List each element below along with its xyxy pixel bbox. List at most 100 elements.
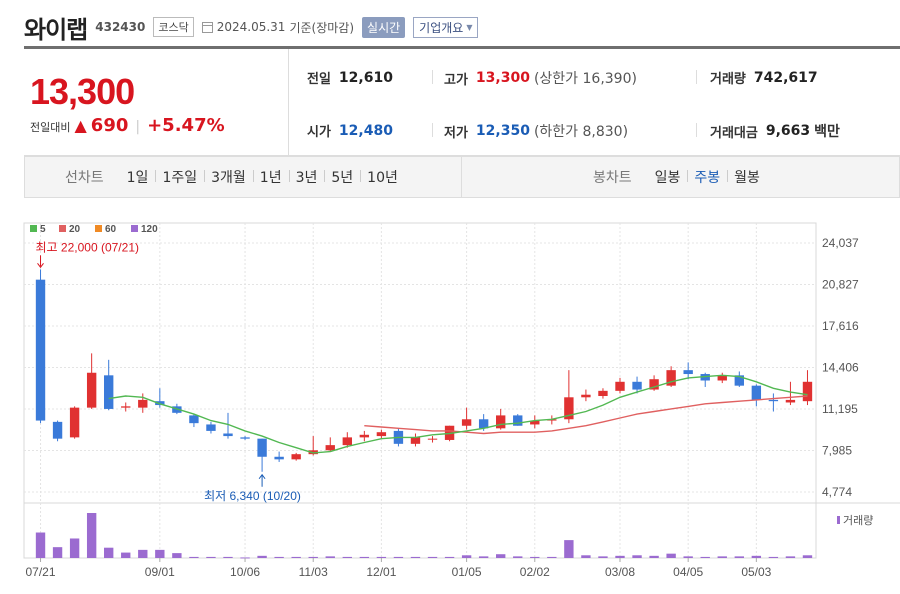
candle-body xyxy=(717,375,727,381)
y-tick-label: 7,985 xyxy=(822,443,852,457)
volume-bar xyxy=(121,552,131,558)
candlestick-chart: 5 20 60 120 최고 22,000 (07/21) 최저 6,340 (10/2… xyxy=(23,222,900,579)
candle-body xyxy=(206,424,216,431)
y-tick-label: 4,774 xyxy=(822,485,852,499)
volume-bar xyxy=(700,556,710,558)
candle-body xyxy=(138,399,148,408)
company-info-dropdown[interactable]: 기업개요 ▼ xyxy=(413,16,479,38)
candle-body xyxy=(734,375,744,386)
volume-bar xyxy=(155,549,165,558)
period-tab[interactable]: 1주일 xyxy=(155,167,204,187)
divider xyxy=(432,123,433,137)
volume-bar xyxy=(172,553,182,558)
volume-bar xyxy=(649,555,659,558)
current-price: 13,300 xyxy=(30,71,135,112)
trade-value: 거래대금 9,663 백만 xyxy=(710,121,840,141)
line-chart-label: 선차트 xyxy=(65,170,104,186)
trade-value-label: 거래대금 xyxy=(710,125,758,141)
candle-body xyxy=(189,415,199,424)
x-tick-label: 10/06 xyxy=(230,565,260,579)
volume-bar xyxy=(240,557,250,559)
low-arrowhead xyxy=(258,473,266,480)
volume-bar xyxy=(274,556,284,558)
high-arrowhead xyxy=(37,263,44,269)
chart-annotations: 최고 22,000 (07/21) 최저 6,340 (10/20) xyxy=(36,240,301,502)
day-low: 저가 12,350 (하한가 8,830) xyxy=(444,121,628,141)
legend-label: 60 xyxy=(105,224,117,235)
candle-tab-daily[interactable]: 일봉 xyxy=(654,170,681,186)
chevron-down-icon: ▼ xyxy=(466,22,473,32)
volume-bar xyxy=(615,555,625,558)
period-tab[interactable]: 1일 xyxy=(126,170,149,186)
company-name: 와이랩 xyxy=(24,15,88,44)
trade-value-unit: 백만 xyxy=(814,124,840,140)
legend-label: 20 xyxy=(69,224,81,235)
open-price: 시가 12,480 xyxy=(307,121,393,141)
x-tick-label: 04/05 xyxy=(673,565,703,579)
x-tick-label: 02/02 xyxy=(520,565,550,579)
volume-bar xyxy=(393,556,404,558)
candle-body xyxy=(121,406,131,408)
quote-summary: 13,300 전일대비 ▲ 690 | +5.47% 전일 12,610 고가 … xyxy=(24,49,900,156)
candle-tab-weekly[interactable]: 주봉 xyxy=(687,167,727,187)
volume-bar xyxy=(257,555,267,558)
candle-body xyxy=(461,419,472,426)
candle-body xyxy=(240,437,250,439)
candle-body xyxy=(410,437,421,444)
volume-bar xyxy=(52,547,63,558)
y-tick-label: 11,195 xyxy=(822,402,858,416)
x-tick-label: 03/08 xyxy=(605,565,635,579)
volume-bar xyxy=(189,556,199,558)
open-label: 시가 xyxy=(307,125,331,140)
header-divider xyxy=(24,46,900,49)
candle-body xyxy=(598,390,608,397)
date-suffix: 기준(장마감) xyxy=(289,20,355,35)
volume-label: 거래량 xyxy=(843,514,873,527)
volume: 거래량 742,617 xyxy=(710,68,818,88)
volume-bar xyxy=(325,556,335,558)
stock-code: 432430 xyxy=(95,20,146,34)
period-tab[interactable]: 3년 xyxy=(288,167,325,187)
x-tick-label: 01/05 xyxy=(452,565,482,579)
high-label: 고가 xyxy=(444,72,468,88)
period-tab[interactable]: 3개월 xyxy=(204,167,253,187)
period-tab[interactable]: 5년 xyxy=(324,167,360,187)
trade-value-value: 9,663 xyxy=(765,123,811,139)
volume-bar xyxy=(496,554,506,558)
divider xyxy=(432,70,433,84)
volume-bar xyxy=(751,555,762,558)
candle-body xyxy=(615,381,625,391)
candle-body xyxy=(751,385,762,400)
candle-tab-monthly[interactable]: 월봉 xyxy=(727,167,767,187)
candle-chart-label: 봉차트 xyxy=(593,170,632,186)
volume-label: 거래량 xyxy=(710,72,746,87)
candle-body xyxy=(86,372,97,408)
high-annotation: 최고 22,000 (07/21) xyxy=(36,240,139,254)
volume-bar xyxy=(717,556,727,558)
volume-bar xyxy=(206,556,216,558)
price-change: 전일대비 ▲ 690 | +5.47% xyxy=(30,115,225,136)
y-tick-label: 20,827 xyxy=(822,277,859,291)
low-label: 저가 xyxy=(444,125,468,141)
candle-body xyxy=(35,279,46,421)
volume-bar xyxy=(308,556,318,558)
stock-header: 와이랩 432430 코스닥 2024.05.31 기준(장마감) 실시간 기업… xyxy=(24,10,479,44)
candle-body xyxy=(359,434,370,438)
divider xyxy=(696,70,697,84)
legend-swatch xyxy=(95,225,102,232)
x-tick-label: 12/01 xyxy=(366,565,396,579)
volume-bar xyxy=(530,556,540,558)
lower-limit: (하한가 8,830) xyxy=(533,124,629,140)
high-value: 13,300 xyxy=(475,70,530,86)
volume-bar xyxy=(104,547,114,558)
candle-body xyxy=(376,432,387,437)
period-tab[interactable]: 10년 xyxy=(360,167,405,187)
candle-body xyxy=(785,399,796,403)
volume-bar xyxy=(564,540,574,558)
candle-body xyxy=(530,420,540,425)
candle-body xyxy=(69,407,80,438)
realtime-button[interactable]: 실시간 xyxy=(362,16,406,38)
volume-bar xyxy=(734,556,744,558)
period-tab[interactable]: 1년 xyxy=(252,167,289,187)
tabs-divider xyxy=(461,157,462,197)
